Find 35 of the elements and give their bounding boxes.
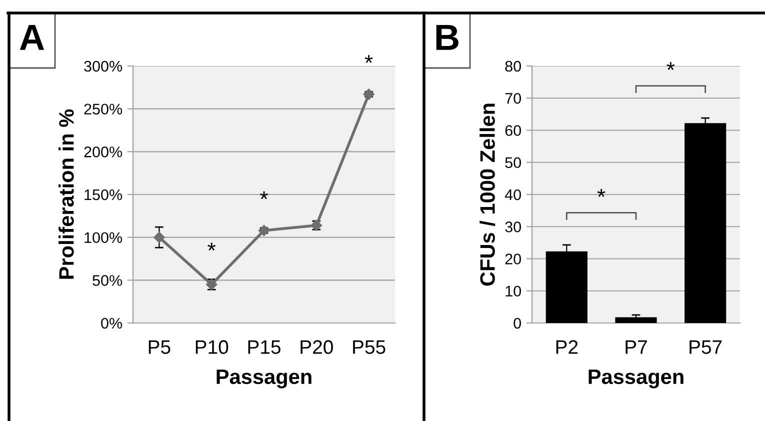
annotation: * xyxy=(364,55,373,63)
y-tick-label: 250% xyxy=(84,104,122,115)
x-axis-title: Passagen xyxy=(588,370,684,388)
y-tick-label: 10 xyxy=(506,286,521,297)
y-tick-label: 20 xyxy=(505,254,521,264)
x-tick-label: P5 xyxy=(148,340,170,354)
y-tick-label: 60 xyxy=(505,125,521,136)
y-tick-label: 80 xyxy=(505,60,521,72)
y-tick-label: 50% xyxy=(92,275,122,286)
y-tick-label: 0 xyxy=(514,318,521,329)
x-tick-label: P15 xyxy=(248,340,280,354)
x-tick-label: P57 xyxy=(690,340,722,354)
chart-title: B xyxy=(436,24,458,50)
y-tick-label: 150% xyxy=(84,189,122,200)
y-tick-label: 100% xyxy=(84,232,122,244)
x-tick-label: P10 xyxy=(196,340,228,354)
x-tick-label: P20 xyxy=(300,340,333,354)
y-tick-label: 300% xyxy=(84,60,122,72)
x-tick-label: P7 xyxy=(626,340,647,354)
annotation: * xyxy=(666,62,675,70)
y-tick-label: 50 xyxy=(505,157,521,168)
annotation: * xyxy=(597,189,606,197)
chart-title: A xyxy=(20,24,44,50)
y-axis-title: CFUs / 1000 Zellen xyxy=(480,104,496,286)
annotation: * xyxy=(208,242,216,251)
y-tick-label: 70 xyxy=(505,92,521,104)
x-tick-label: P55 xyxy=(353,340,386,354)
annotation: * xyxy=(260,191,268,200)
y-axis-title: Proliferation in % xyxy=(58,109,74,279)
y-tick-label: 200% xyxy=(84,146,122,158)
y-tick-label: 30 xyxy=(505,221,521,232)
x-axis-title: Passagen xyxy=(216,370,312,388)
y-tick-label: 40 xyxy=(504,189,521,200)
x-tick-label: P2 xyxy=(556,340,578,354)
y-tick-label: 0% xyxy=(101,318,122,329)
